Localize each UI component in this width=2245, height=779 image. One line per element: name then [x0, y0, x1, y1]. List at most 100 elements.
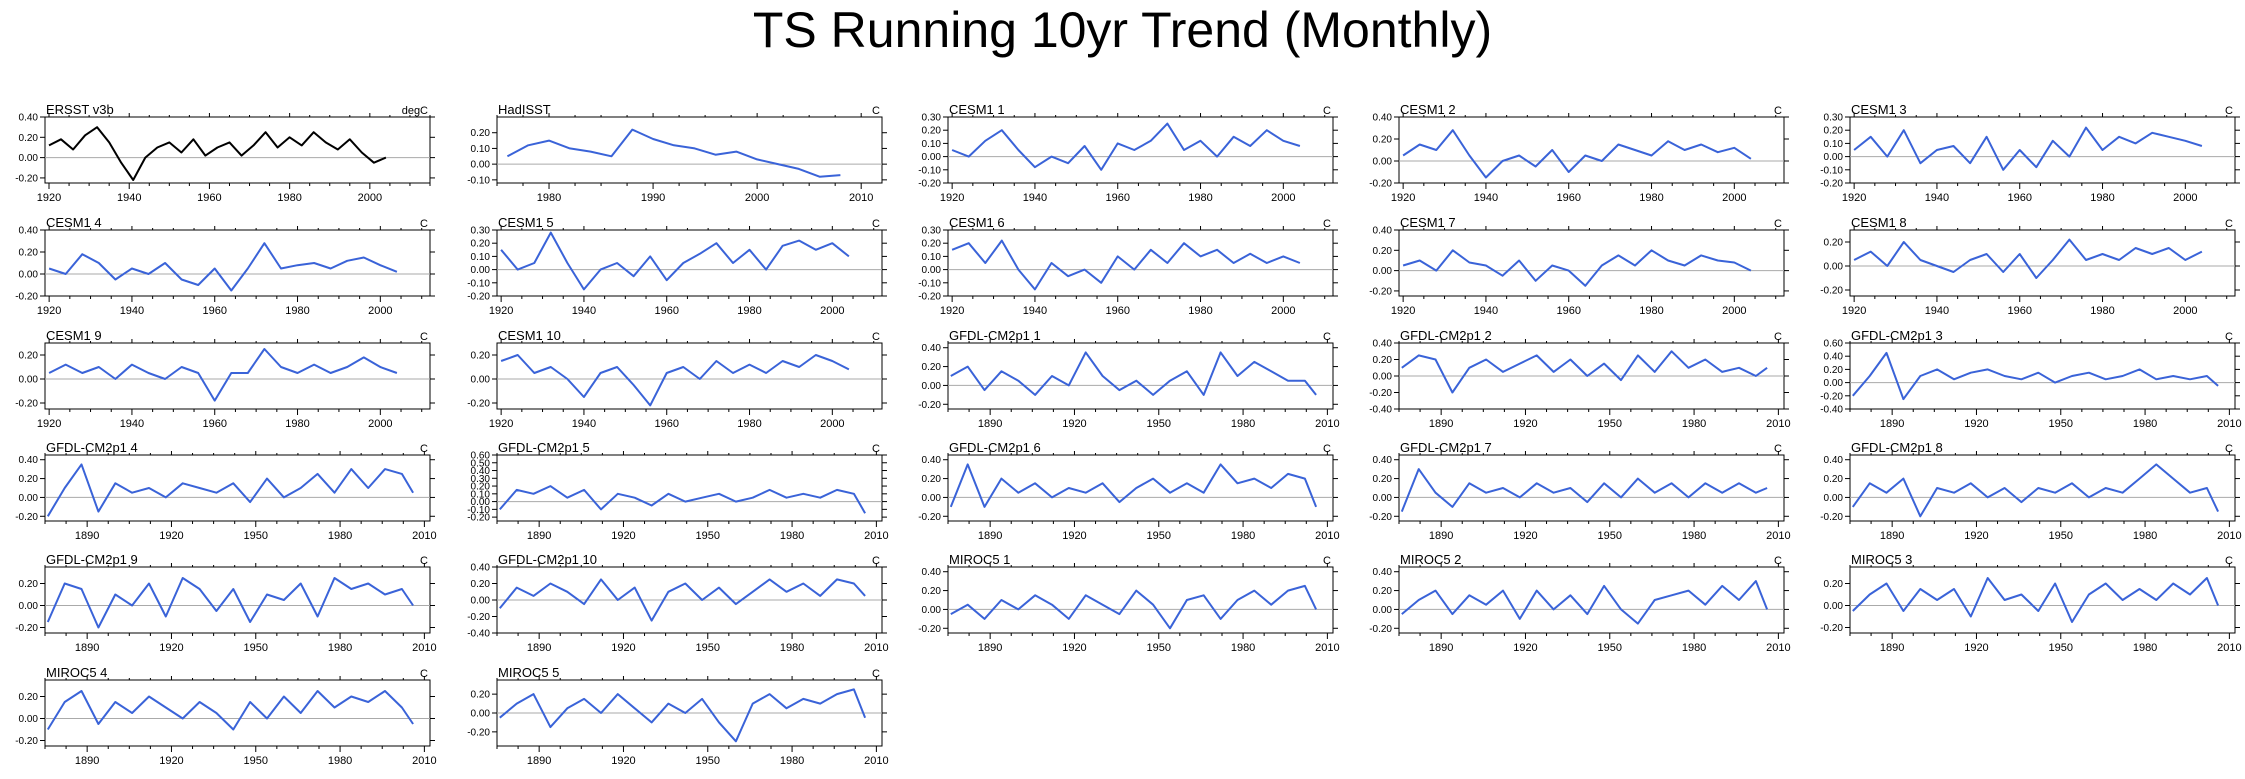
y-tick-label: 0.40 — [19, 226, 39, 237]
x-tick-label: 1920 — [1513, 530, 1537, 542]
y-tick-label: 0.20 — [922, 474, 942, 485]
x-tick-label: 1940 — [120, 305, 144, 317]
x-tick-label: 1920 — [611, 530, 635, 542]
panel-title: CESM1 2 — [1400, 102, 1456, 117]
y-tick-label: 0.20 — [1824, 238, 1844, 249]
x-tick-label: 2010 — [1315, 418, 1339, 430]
x-tick-label: 2000 — [1271, 305, 1295, 317]
y-tick-label: 0.10 — [471, 489, 491, 500]
x-tick-label: 2010 — [849, 192, 873, 204]
x-tick-label: 1960 — [1556, 305, 1580, 317]
x-tick-label: 2010 — [1766, 642, 1790, 654]
x-tick-label: 1920 — [1062, 530, 1086, 542]
x-tick-label: 1950 — [696, 642, 720, 654]
panel-title: GFDL-CM2p1 4 — [46, 440, 138, 455]
x-tick-label: 2000 — [368, 305, 392, 317]
x-tick-label: 1980 — [1188, 305, 1212, 317]
x-tick-label: 1890 — [527, 755, 551, 767]
y-tick-label: 0.20 — [19, 133, 39, 144]
panel-cesm1-2: CESM1 2 C 1920 1940 1960 1980 2000 -0.20 0.00 0.2… — [1369, 102, 1789, 204]
panel-title: GFDL-CM2p1 8 — [1851, 440, 1943, 455]
plot-frame — [947, 342, 1334, 410]
y-tick-label: -0.20 — [15, 173, 38, 184]
y-tick-label: 0.00 — [471, 375, 491, 386]
y-tick-label: -0.20 — [467, 612, 490, 623]
y-tick-label: 0.40 — [1373, 226, 1393, 237]
y-tick-label: 0.10 — [922, 139, 942, 150]
y-tick-label: 0.20 — [19, 351, 39, 362]
y-tick-label: 0.00 — [471, 497, 491, 508]
x-tick-label: 1920 — [1391, 192, 1415, 204]
y-tick-label: -0.10 — [467, 278, 490, 289]
x-tick-label: 1920 — [1513, 418, 1537, 430]
x-tick-label: 1940 — [1925, 192, 1949, 204]
panel-miroc5-2: MIROC5 2 C 1890 1920 1950 1980 2010 -0.20 0.00 0.… — [1369, 552, 1790, 654]
series-line — [1852, 577, 2220, 623]
plot-frame — [1849, 229, 2236, 297]
series-line — [1851, 463, 2220, 518]
x-tick-label: 1890 — [527, 642, 551, 654]
panel-unit: C — [2225, 218, 2233, 230]
y-tick-label: 0.10 — [471, 252, 491, 263]
page-title: TS Running 10yr Trend (Monthly) — [752, 2, 1493, 58]
y-tick-label: 0.20 — [19, 248, 39, 259]
y-tick-label: 0.20 — [471, 690, 491, 701]
x-tick-label: 1890 — [1880, 530, 1904, 542]
y-tick-label: -0.10 — [918, 165, 941, 176]
panel-cesm1-4: CESM1 4 C 1920 1940 1960 1980 2000 -0.20 0.00 0.2… — [15, 215, 435, 317]
x-tick-label: 1950 — [244, 755, 268, 767]
x-tick-label: 2010 — [1766, 418, 1790, 430]
panel-gfdl-cm2p1-10: GFDL-CM2p1 10 C 1890 1920 1950 1980 2010 -0.40 -… — [467, 552, 888, 654]
y-tick-label: 0.60 — [471, 451, 491, 462]
y-tick-label: -0.10 — [467, 505, 490, 516]
panel-gfdl-cm2p1-3: GFDL-CM2p1 3 C 1890 1920 1950 1980 2010 -0.40 -0… — [1820, 328, 2241, 430]
x-tick-label: 1980 — [1639, 192, 1663, 204]
panel-title: CESM1 5 — [498, 215, 554, 230]
y-tick-label: 0.00 — [1824, 601, 1844, 612]
x-tick-label: 1920 — [37, 305, 61, 317]
panel-unit: C — [1323, 443, 1331, 455]
x-tick-label: 1890 — [1429, 530, 1453, 542]
x-tick-label: 1980 — [1682, 530, 1706, 542]
x-tick-label: 1950 — [2049, 418, 2073, 430]
series-line — [499, 485, 866, 514]
x-tick-label: 1920 — [611, 642, 635, 654]
y-tick-label: 0.40 — [1373, 455, 1393, 466]
panel-gfdl-cm2p1-4: GFDL-CM2p1 4 C 1890 1920 1950 1980 2010 -0.20 0.… — [15, 440, 436, 542]
panel-cesm1-1: CESM1 1 C 1920 1940 1960 1980 2000 -0.20 -0.10 0.… — [918, 102, 1338, 204]
panel-cesm1-10: CESM1 10 C 1920 1940 1960 1980 2000 -0.20 0.00 0.… — [467, 328, 887, 430]
plot-frame — [496, 229, 883, 297]
series-line — [1401, 580, 1769, 625]
series-line — [46, 463, 414, 517]
panel-unit: C — [420, 218, 428, 230]
plot-frame — [44, 229, 431, 297]
y-tick-label: 0.00 — [922, 152, 942, 163]
x-tick-label: 1890 — [1880, 642, 1904, 654]
x-tick-label: 1940 — [1474, 192, 1498, 204]
series-line — [1402, 249, 1752, 287]
y-tick-label: -0.10 — [1820, 165, 1843, 176]
x-tick-label: 2010 — [2217, 418, 2241, 430]
x-tick-label: 1950 — [244, 642, 268, 654]
plot-frame — [1849, 342, 2236, 410]
x-tick-label: 1960 — [197, 192, 221, 204]
y-tick-label: 0.20 — [471, 128, 491, 139]
x-tick-label: 1890 — [1880, 418, 1904, 430]
panel-unit: C — [872, 555, 880, 567]
y-tick-label: 0.00 — [471, 709, 491, 720]
x-tick-label: 2000 — [2173, 192, 2197, 204]
x-tick-label: 1920 — [1513, 642, 1537, 654]
plot-frame — [1398, 566, 1785, 634]
x-tick-label: 1950 — [1598, 642, 1622, 654]
plot-frame — [947, 116, 1334, 184]
y-tick-label: -0.20 — [1369, 388, 1392, 399]
x-tick-label: 1980 — [1639, 305, 1663, 317]
y-tick-label: -0.20 — [1820, 512, 1843, 523]
y-tick-label: -0.20 — [1369, 512, 1392, 523]
y-tick-label: 0.10 — [471, 144, 491, 155]
y-tick-label: 0.00 — [922, 265, 942, 276]
x-tick-label: 1890 — [978, 530, 1002, 542]
series-line — [949, 463, 1318, 508]
y-tick-label: -0.20 — [1369, 286, 1392, 297]
series-line — [951, 122, 1301, 171]
